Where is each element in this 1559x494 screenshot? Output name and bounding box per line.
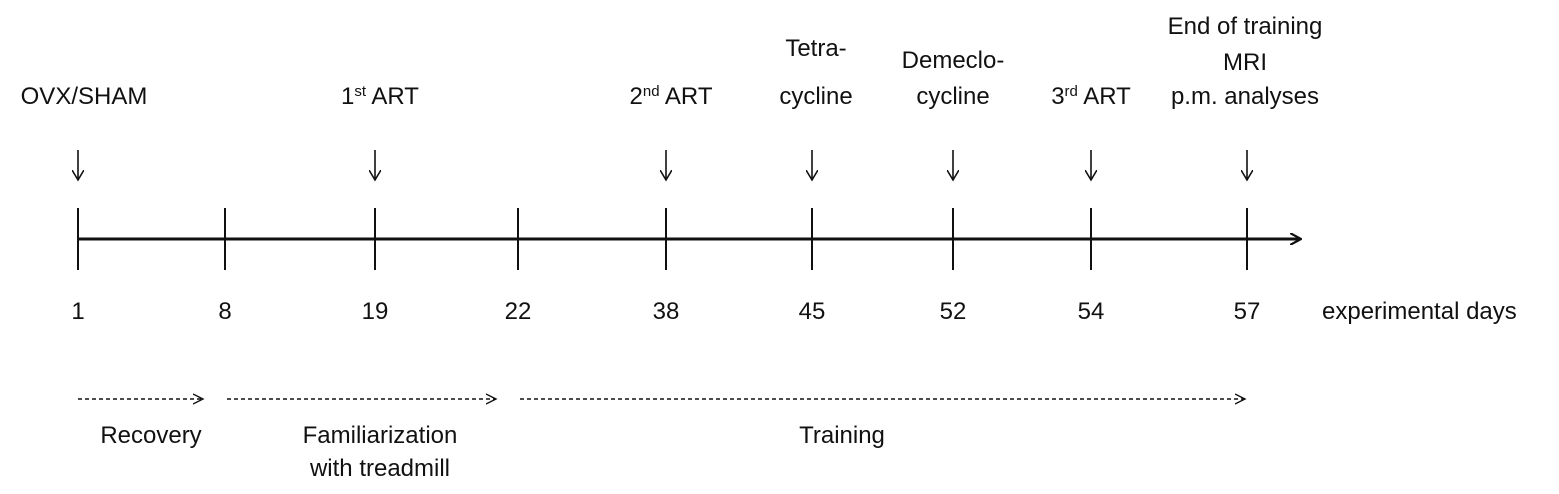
event-label-line: p.m. analyses <box>1171 83 1319 110</box>
phase-label: Training <box>799 422 885 449</box>
event-label: OVX/SHAM <box>21 83 148 110</box>
tick-label: 38 <box>653 298 680 325</box>
event-label-line: cycline <box>779 83 852 110</box>
event-label-line: OVX/SHAM <box>21 83 148 110</box>
event-label: 3rd ART <box>1051 83 1131 110</box>
phase-label: with treadmill <box>309 455 450 482</box>
phase-label: Familiarization <box>303 422 458 449</box>
event-label-line: 1st ART <box>341 83 419 110</box>
event-label: End of training MRI p.m. analyses <box>1168 13 1323 110</box>
event-label-line: cycline <box>916 83 989 110</box>
event-label: Tetra-cycline <box>779 35 852 110</box>
event-label: 1st ART <box>341 83 419 110</box>
tick-label: 8 <box>218 298 231 325</box>
tick-label: 22 <box>505 298 532 325</box>
tick-label: 19 <box>362 298 389 325</box>
tick-label: 52 <box>940 298 967 325</box>
event-label-line: Tetra- <box>785 35 846 62</box>
phase-label: Recovery <box>100 422 201 449</box>
event-label-line: MRI <box>1223 49 1267 76</box>
axis-label: experimental days <box>1322 298 1517 325</box>
event-label-line: 3rd ART <box>1051 83 1131 110</box>
tick-label: 57 <box>1234 298 1261 325</box>
tick-label: 1 <box>71 298 84 325</box>
event-label: Demeclo-cycline <box>902 47 1005 110</box>
event-label-line: 2nd ART <box>630 83 713 110</box>
event-label-line: Demeclo- <box>902 47 1005 74</box>
tick-label: 45 <box>799 298 826 325</box>
event-label: 2nd ART <box>630 83 713 110</box>
tick-label: 54 <box>1078 298 1105 325</box>
event-label-line: End of training <box>1168 13 1323 40</box>
